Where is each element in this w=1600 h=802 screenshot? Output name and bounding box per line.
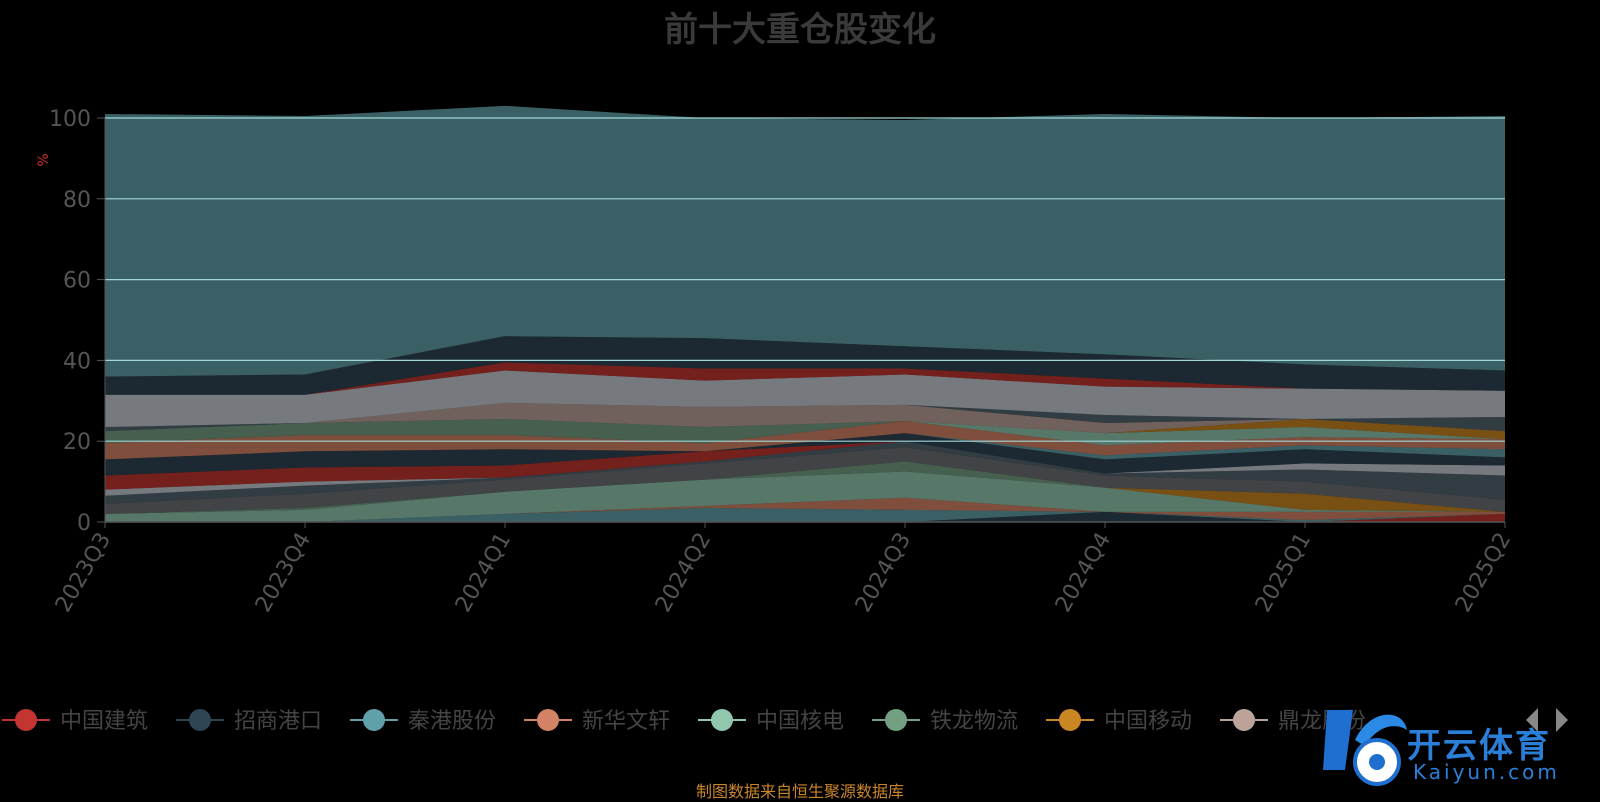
legend-item-2[interactable]: 秦港股份 — [350, 709, 496, 734]
area-series-12 — [105, 433, 1505, 476]
area-series-4 — [105, 471, 1505, 522]
legend-item-4[interactable]: 中国核电 — [698, 709, 844, 734]
x-tick-label: 2024Q2 — [651, 529, 716, 617]
legend-item-0[interactable]: 中国建筑 — [2, 709, 148, 734]
area-series-11 — [105, 441, 1505, 490]
area-series-1 — [105, 511, 1505, 522]
area-series-22 — [105, 336, 1505, 395]
legend-item-1[interactable]: 招商港口 — [176, 709, 322, 734]
legend-marker — [1059, 709, 1081, 731]
legend-marker — [363, 709, 385, 731]
watermark-subtext: Kaiyun.com — [1413, 760, 1560, 784]
y-tick-label: 80 — [63, 188, 91, 213]
legend-marker — [885, 709, 907, 731]
legend-label: 招商港口 — [234, 709, 322, 734]
x-tick-label: 2024Q1 — [451, 529, 516, 617]
x-tick-label: 2025Q2 — [1451, 529, 1516, 617]
legend-label: 中国核电 — [756, 709, 844, 734]
legend-item-3[interactable]: 新华文轩 — [524, 709, 670, 734]
area-series-3 — [105, 497, 1505, 522]
x-tick-label: 2023Q3 — [51, 529, 116, 617]
area-series-9 — [105, 441, 1505, 504]
x-tick-label: 2024Q3 — [851, 529, 916, 617]
area-series-13 — [105, 433, 1505, 460]
area-series-6 — [105, 461, 1505, 514]
data-source-note: 制图数据来自恒生聚源数据库 — [695, 782, 904, 801]
area-series-5 — [105, 461, 1505, 514]
legend-label: 新华文轩 — [582, 709, 670, 734]
y-tick-label: 40 — [63, 349, 91, 374]
legend-label: 铁龙物流 — [930, 709, 1018, 734]
legend-marker — [711, 709, 733, 731]
y-tick-label: 60 — [63, 269, 91, 294]
legend-label: 秦港股份 — [408, 709, 496, 734]
x-tick-label: 2023Q4 — [251, 529, 316, 617]
area-series-8 — [105, 447, 1505, 514]
x-tick-label: 2024Q4 — [1051, 529, 1116, 617]
area-series-23 — [105, 105, 1505, 377]
watermark-logo: 开云体育 Kaiyun.com — [1315, 700, 1600, 800]
legend-next-icon[interactable] — [1556, 708, 1568, 732]
area-series-15 — [105, 421, 1505, 446]
area-series-21 — [105, 362, 1505, 395]
legend-pager[interactable] — [1526, 708, 1568, 732]
area-series-14 — [105, 421, 1505, 460]
area-series-10 — [105, 441, 1505, 496]
legend-label: 中国建筑 — [60, 709, 148, 734]
area-series-20 — [105, 370, 1505, 428]
legend-item-6[interactable]: 中国移动 — [1046, 709, 1192, 734]
legend-marker — [537, 709, 559, 731]
legend-marker — [189, 709, 211, 731]
y-tick-label: 100 — [49, 107, 91, 132]
watermark-text: 开云体育 — [1407, 726, 1551, 766]
legend-prev-icon[interactable] — [1526, 708, 1538, 732]
legend-label: 中国移动 — [1104, 709, 1192, 734]
area-layer — [105, 105, 1505, 522]
chart-title: 前十大重仓股变化 — [664, 10, 936, 50]
watermark-k-icon — [1323, 710, 1407, 786]
area-series-2 — [105, 507, 1505, 522]
area-series-18 — [105, 402, 1505, 434]
y-tick-label: 0 — [77, 511, 91, 536]
legend-marker — [15, 709, 37, 731]
grid-layer — [105, 117, 1505, 442]
area-series-0 — [105, 513, 1505, 522]
y-axis-label: % — [36, 153, 52, 166]
legend-marker — [1233, 709, 1255, 731]
legend-item-5[interactable]: 铁龙物流 — [872, 709, 1018, 734]
x-tick-label: 2025Q1 — [1251, 529, 1316, 617]
y-tick-label: 20 — [63, 430, 91, 455]
area-series-17 — [105, 418, 1505, 444]
